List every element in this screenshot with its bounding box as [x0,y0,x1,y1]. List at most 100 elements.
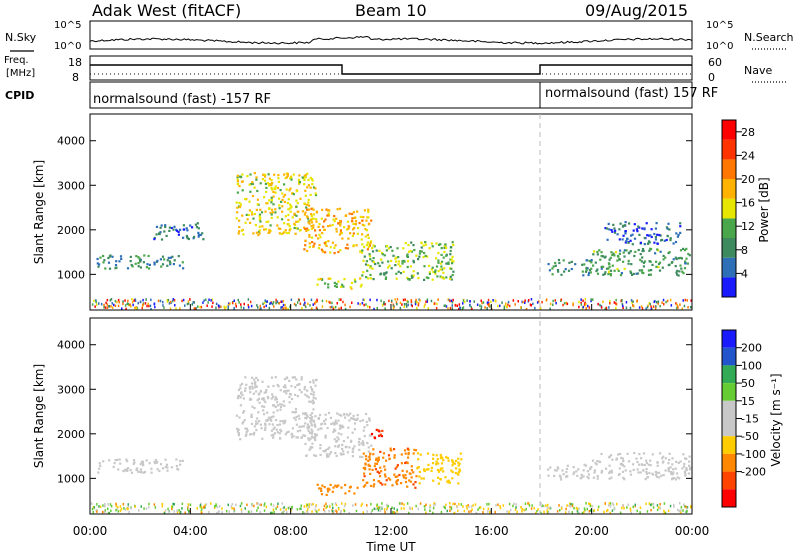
velocity-cell [302,434,305,437]
velocity-cell [330,422,333,426]
power-colorbar-tick-label: 24 [741,149,755,162]
velocity-cell [406,485,409,488]
velocity-ground-cell [251,504,253,507]
velocity-cell [645,467,648,471]
power-cell [647,240,651,243]
power-cell [428,272,431,275]
power-ground-cell [272,301,275,304]
velocity-cell [400,453,403,456]
power-ground-cell [257,306,259,309]
velocity-cell [264,428,267,431]
velocity-cell [279,437,282,440]
power-cell [287,198,290,201]
velocity-ground-cell [117,506,119,509]
velocity-cell [312,391,315,394]
velocity-ground-cell [103,504,105,508]
power-ground-cell [142,303,144,306]
power-ground-cell [410,303,413,307]
velocity-cell [311,416,314,419]
power-cell [337,222,340,225]
power-ground-cell [476,303,479,306]
velocity-cell [272,384,275,388]
power-cell [369,277,373,280]
power-ground-cell [657,302,659,305]
power-cell [297,178,301,181]
velocity-cell [259,390,262,393]
velocity-ground-cell [386,503,388,507]
power-cell [288,189,291,192]
power-cell [449,246,452,249]
power-cell [548,269,551,272]
velocity-cell [307,426,310,429]
power-cell [259,208,262,211]
power-cell [420,241,423,244]
velocity-cell [372,448,375,451]
power-ground-cell [621,302,624,306]
velocity-cell [342,440,345,443]
power-ground-cell [484,306,486,309]
power-cell [253,172,256,175]
velocity-cell [308,439,311,442]
power-cell [384,272,387,275]
velocity-cell [245,427,249,430]
velocity-ground-cell [583,510,585,514]
velocity-cell [423,469,426,473]
velocity-cell [282,385,285,388]
power-ground-cell [458,308,460,311]
velocity-ground-cell [406,502,409,505]
velocity-cell [416,452,420,455]
power-cell [293,226,296,230]
velocity-cell [282,400,285,403]
power-ground-cell [458,303,461,306]
velocity-ground-cell [446,509,448,513]
velocity-cell [307,429,310,433]
velocity-cell [308,400,311,403]
power-ground-cell [224,307,226,310]
velocity-cell [129,469,132,472]
velocity-cell [684,457,687,460]
power-ground-cell [528,299,530,302]
power-ground-cell [621,299,623,302]
power-ground-cell [584,298,587,301]
power-cell [369,266,372,269]
velocity-cell [375,462,379,465]
power-cell [354,222,357,225]
power-cell [679,225,682,228]
power-cell [432,270,435,273]
power-cell [428,264,431,267]
power-cell [450,258,453,261]
power-colorbar-tick-label: 28 [741,126,755,139]
velocity-cell [311,424,314,427]
velocity-cell [344,492,347,495]
power-cell [363,209,366,212]
velocity-ground-cell [104,504,106,508]
power-cell [160,238,164,241]
power-ground-cell [676,306,678,310]
power-cell [662,258,665,261]
power-cell [449,267,452,270]
velocity-cell [324,449,327,452]
power-ground-cell [310,307,313,311]
power-ground-cell [437,298,439,301]
velocity-cell [344,416,347,419]
velocity-cell [457,482,460,485]
power-colorbar-swatch [722,257,736,278]
velocity-ground-cell [683,503,685,506]
velocity-cell [412,471,415,474]
power-ground-cell [404,298,406,301]
velocity-ground-cell [656,508,659,512]
power-cell [642,272,645,275]
velocity-ground-cell [440,510,443,514]
power-cell [288,229,291,232]
power-ground-cell [490,300,492,304]
velocity-ground-cell [272,508,275,511]
power-ground-cell [653,300,655,304]
velocity-cell [256,417,259,420]
velocity-cell [403,449,407,452]
velocity-cell [287,389,290,392]
power-cell [583,263,586,266]
power-ground-cell [287,307,289,311]
power-colorbar-swatch [722,179,736,199]
power-cell [394,257,397,260]
power-cell [197,234,200,237]
